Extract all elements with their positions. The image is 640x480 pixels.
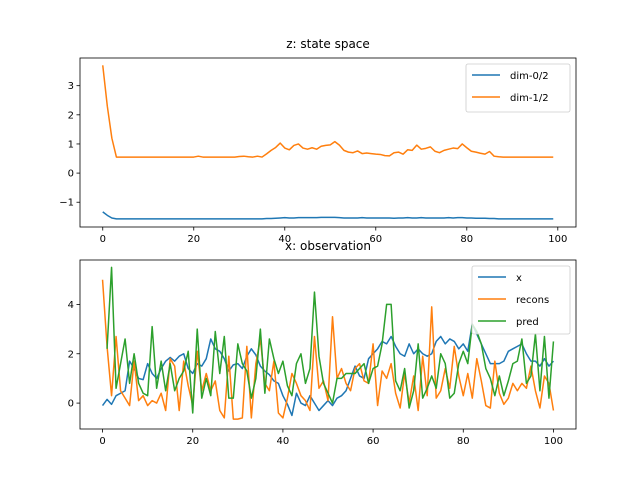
y-tick-label: 3 bbox=[68, 81, 74, 92]
legend-label: x bbox=[516, 273, 522, 284]
x-tick-label: 100 bbox=[544, 436, 563, 447]
y-tick-label: 4 bbox=[68, 300, 74, 311]
legend-box bbox=[465, 63, 571, 113]
legend: x recons pred bbox=[471, 265, 571, 335]
x-tick-label: 80 bbox=[460, 234, 473, 245]
series-line-dim-0-2 bbox=[102, 211, 554, 220]
x-tick-label: 0 bbox=[99, 436, 105, 447]
y-tick-label: 0 bbox=[68, 169, 74, 180]
legend-label: dim-1/2 bbox=[510, 93, 549, 104]
series-group bbox=[101, 266, 555, 420]
y-tick-label: 1 bbox=[68, 139, 74, 150]
y-tick-label: 0 bbox=[68, 399, 74, 410]
plot-frame bbox=[79, 57, 577, 228]
series-line-pred bbox=[106, 266, 555, 414]
legend: dim-0/2 dim-1/2 bbox=[465, 63, 571, 113]
legend-box bbox=[471, 265, 571, 335]
series-line-dim-1-2 bbox=[102, 65, 554, 158]
series-group bbox=[102, 65, 554, 220]
y-tick-label: 2 bbox=[68, 110, 74, 121]
y-tick-label: −1 bbox=[59, 198, 74, 209]
chart-title: x: observation bbox=[285, 239, 371, 253]
x-tick-label: 60 bbox=[369, 234, 382, 245]
x-tick-label: 20 bbox=[187, 234, 200, 245]
plot-frame bbox=[79, 259, 577, 430]
axes-group: 0 20 40 60 80 100 0 2 4 bbox=[68, 300, 563, 447]
y-tick-label: 2 bbox=[68, 349, 74, 360]
x-tick-label: 80 bbox=[457, 436, 470, 447]
x-tick-label: 0 bbox=[100, 234, 106, 245]
x-tick-label: 40 bbox=[278, 234, 291, 245]
legend-label: pred bbox=[516, 317, 539, 328]
state-space-chart: z: state space 0 20 40 60 80 100 −1 0 1 2 3 dim-0/… bbox=[59, 37, 577, 245]
legend-label: recons bbox=[516, 295, 549, 306]
x-tick-label: 100 bbox=[548, 234, 567, 245]
legend-label: dim-0/2 bbox=[510, 71, 549, 82]
x-tick-label: 20 bbox=[186, 436, 199, 447]
x-tick-label: 40 bbox=[277, 436, 290, 447]
axes-group: 0 20 40 60 80 100 −1 0 1 2 3 bbox=[59, 81, 567, 245]
chart-title: z: state space bbox=[286, 37, 370, 51]
observation-chart: x: observation 0 20 40 60 80 100 0 2 4 x recons pr… bbox=[68, 239, 577, 447]
series-line-recons bbox=[101, 279, 555, 420]
x-tick-label: 60 bbox=[367, 436, 380, 447]
